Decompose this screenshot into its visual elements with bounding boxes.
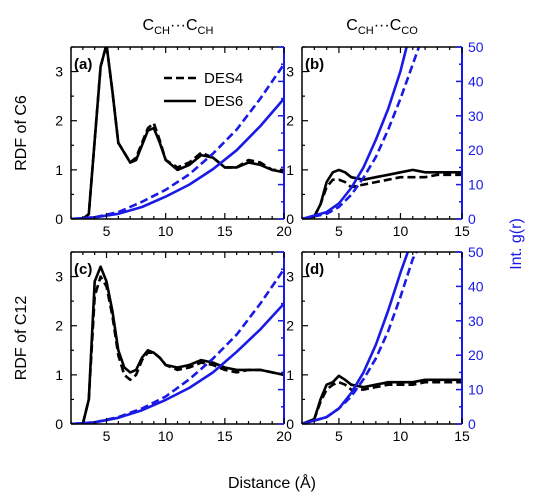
x-tick-label: 20 (276, 223, 292, 239)
y-tick-label: 3 (286, 64, 294, 80)
y2-tick-label: 40 (468, 73, 484, 89)
x-tick-label: 10 (158, 428, 174, 444)
y-tick-label: 2 (55, 113, 63, 129)
y-tick-label: 3 (55, 269, 63, 285)
panel-label: (a) (74, 56, 92, 73)
series-des4-rdf (71, 275, 284, 424)
series-des6-integral (71, 302, 284, 424)
column-title-right: CCH···CCO (346, 17, 418, 37)
y2-tick-label: 0 (468, 211, 476, 227)
series-des4-integral (302, 47, 421, 219)
x-tick-label: 5 (335, 428, 343, 444)
legend-label-des4: DES4 (204, 70, 243, 87)
series-des6-integral (302, 252, 410, 424)
y2-tick-label: 40 (468, 278, 484, 294)
y-tick-label: 0 (55, 416, 63, 432)
y2-tick-label: 0 (468, 416, 476, 432)
y2-tick-label: 50 (468, 39, 484, 55)
y-tick-label: 0 (286, 416, 294, 432)
y2-tick-label: 20 (468, 347, 484, 363)
y2-tick-label: 20 (468, 142, 484, 158)
x-tick-label: 15 (217, 428, 233, 444)
panel-label: (c) (74, 261, 92, 278)
y-tick-label: 2 (286, 318, 294, 334)
y2-tick-label: 30 (468, 313, 484, 329)
x-tick-label: 10 (393, 428, 409, 444)
x-tick-label: 5 (103, 428, 111, 444)
y-tick-label: 2 (286, 113, 294, 129)
column-title-left: CCH···CCH (143, 17, 214, 37)
x-tick-label: 5 (335, 223, 343, 239)
y-tick-label: 1 (286, 367, 294, 383)
series-des4-integral (71, 268, 284, 424)
x-tick-label: 15 (454, 428, 470, 444)
panel-label: (d) (305, 261, 324, 278)
y2-tick-label: 10 (468, 177, 484, 193)
row-label-c6: RDF of C6 (13, 95, 30, 171)
y-tick-label: 0 (55, 211, 63, 227)
x-tick-label: 10 (158, 223, 174, 239)
series-des4-rdf (71, 47, 284, 219)
series-des4-integral (71, 63, 284, 219)
x-tick-label: 20 (276, 428, 292, 444)
right-axis-label: Int. g(r) (508, 218, 525, 270)
series-des4-rdf (302, 380, 462, 424)
series-des6-integral (71, 97, 284, 219)
y2-tick-label: 50 (468, 244, 484, 260)
row-label-c12: RDF of C12 (13, 296, 30, 381)
legend-label-des6: DES6 (204, 93, 243, 110)
legend: DES4 DES6 (164, 70, 243, 110)
panel-label: (b) (305, 56, 324, 73)
y-tick-label: 1 (55, 162, 63, 178)
series-des6-rdf (302, 374, 462, 424)
x-axis-label: Distance (Å) (228, 473, 316, 492)
x-tick-label: 10 (393, 223, 409, 239)
series-des6-integral (302, 47, 408, 219)
x-tick-label: 15 (454, 223, 470, 239)
y-tick-label: 0 (286, 211, 294, 227)
y-tick-label: 2 (55, 318, 63, 334)
series-des6-rdf (71, 265, 284, 424)
series-des6-rdf (71, 47, 284, 219)
y-tick-label: 3 (55, 64, 63, 80)
y2-tick-label: 10 (468, 382, 484, 398)
x-tick-label: 5 (103, 223, 111, 239)
series-des4-integral (302, 252, 418, 424)
y-tick-label: 1 (286, 162, 294, 178)
x-tick-label: 15 (217, 223, 233, 239)
y-tick-label: 3 (286, 269, 294, 285)
y-tick-label: 1 (55, 367, 63, 383)
y2-tick-label: 30 (468, 108, 484, 124)
